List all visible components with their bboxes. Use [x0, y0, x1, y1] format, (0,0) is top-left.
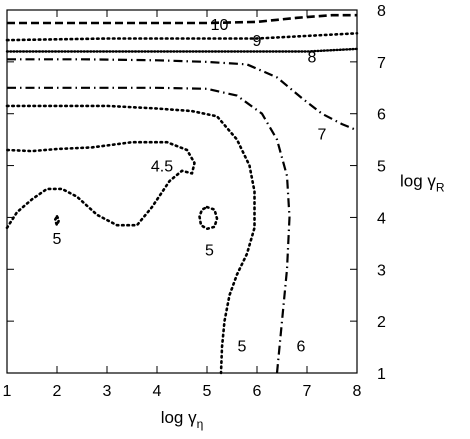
x-tick-label: 6 — [253, 383, 262, 400]
contour-line-5 — [53, 215, 61, 227]
contour-line-5 — [5, 104, 256, 375]
contour-labels: 10 9 8 7 4.5 5 5 5 6 — [53, 17, 327, 356]
contour-label: 5 — [53, 231, 62, 248]
x-tick-label: 7 — [303, 383, 312, 400]
y-tick-label: 7 — [377, 55, 386, 72]
contour-label: 7 — [318, 126, 327, 143]
y-tick-label: 1 — [377, 366, 386, 383]
y-tick-labels: 1 2 3 4 5 6 7 8 — [377, 3, 386, 383]
plot-frame — [6, 9, 358, 374]
contour-label: 9 — [253, 33, 262, 50]
contour-label: 5 — [238, 339, 247, 356]
x-tick-label: 1 — [3, 383, 12, 400]
contour-line-10 — [7, 13, 357, 25]
contour-label: 8 — [308, 50, 317, 67]
contour-line-6 — [7, 86, 291, 374]
axis-ticks — [7, 10, 357, 373]
y-tick-label: 2 — [377, 314, 386, 331]
contour-line-4-5 — [5, 140, 196, 230]
contour-line-8 — [5, 47, 359, 53]
x-tick-label: 4 — [153, 383, 162, 400]
contour-label: 4.5 — [151, 159, 173, 176]
y-tick-label: 3 — [377, 262, 386, 279]
y-tick-label: 8 — [377, 3, 386, 20]
y-tick-label: 6 — [377, 107, 386, 124]
contour-lines — [5, 13, 359, 375]
x-tick-label: 2 — [53, 383, 62, 400]
x-tick-label: 8 — [353, 383, 362, 400]
y-axis-title: log γR — [400, 171, 445, 194]
y-tick-label: 4 — [377, 210, 386, 227]
contour-line-7 — [7, 58, 358, 132]
contour-label: 5 — [205, 243, 214, 260]
contour-line-9 — [5, 31, 359, 42]
y-tick-label: 5 — [377, 159, 386, 176]
x-tick-label: 5 — [203, 383, 212, 400]
contour-label: 6 — [297, 339, 306, 356]
contour-line-5 — [198, 205, 219, 231]
contour-label: 10 — [211, 17, 229, 34]
x-tick-labels: 1 2 3 4 5 6 7 8 — [3, 383, 362, 400]
x-tick-label: 3 — [103, 383, 112, 400]
x-axis-title: log γη — [161, 408, 204, 431]
